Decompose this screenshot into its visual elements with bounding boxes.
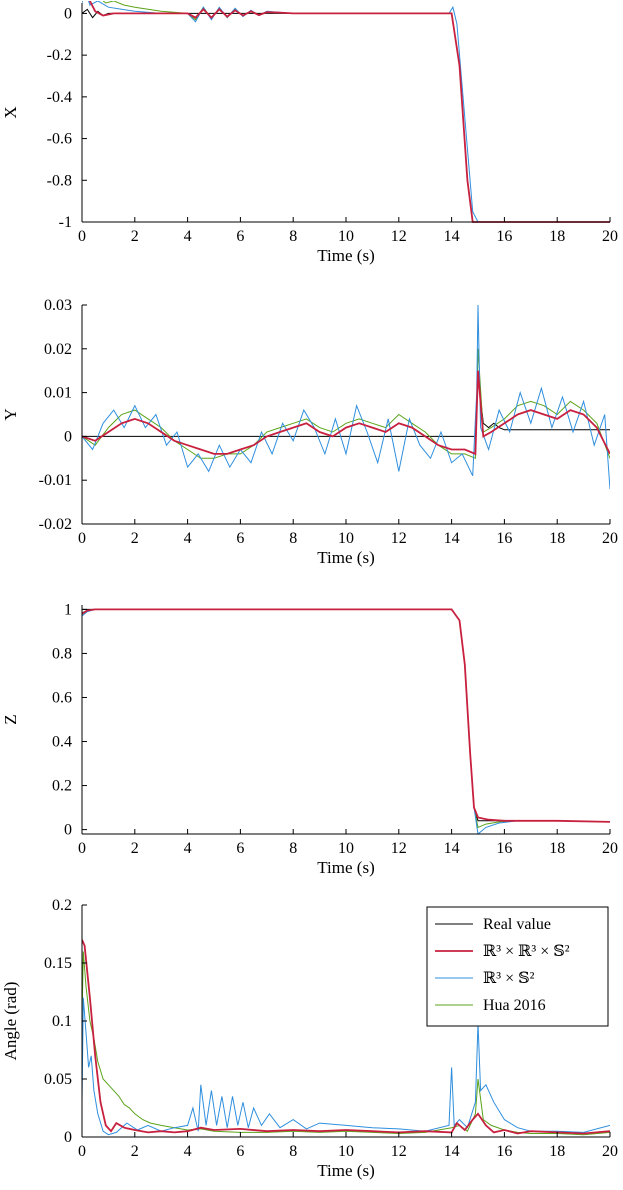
- x-tick-label: 8: [289, 228, 297, 245]
- x-tick-label: 16: [496, 530, 512, 547]
- x-tick-label: 20: [602, 228, 618, 245]
- y-tick-label: -0.01: [39, 472, 72, 489]
- legend-box: [426, 906, 609, 1027]
- x-tick-label: 18: [549, 1143, 565, 1160]
- x-tick-label: 16: [496, 228, 512, 245]
- x-tick-label: 0: [78, 1143, 86, 1160]
- series-line-4: [102, 1, 610, 223]
- x-tick-label: 14: [444, 530, 460, 547]
- x-axis-label: Time (s): [317, 1161, 374, 1180]
- y-tick-label: 0: [64, 5, 72, 22]
- x-tick-label: 16: [496, 1143, 512, 1160]
- y-tick-label: -0.4: [47, 89, 72, 106]
- y-tick-label: 0: [64, 428, 72, 445]
- x-tick-label: 18: [549, 530, 565, 547]
- x-tick-label: 10: [338, 840, 354, 857]
- x-tick-label: 2: [131, 840, 139, 857]
- chart-panel-4: 0 2 4 6 8 10 12 14 16 18 20 0.2 0.15 0.1 0.05 0 Time (s)…: [1, 897, 618, 1180]
- x-tick-label: 10: [338, 1143, 354, 1160]
- x-axis-label: Time (s): [317, 548, 374, 567]
- x-tick-label: 4: [184, 530, 192, 547]
- y-tick-label: -0.8: [47, 172, 72, 189]
- x-tick-label: 0: [78, 840, 86, 857]
- x-tick-label: 8: [289, 530, 297, 547]
- x-tick-label: 6: [236, 228, 244, 245]
- y-tick-label: 0: [64, 1129, 72, 1146]
- series-line-2: [82, 370, 610, 456]
- y-tick-label: -0.6: [47, 131, 72, 148]
- series-line-4: [82, 608, 610, 829]
- y-tick-label: 0.6: [52, 689, 72, 706]
- y-tick-label: -0.2: [47, 47, 72, 64]
- y-tick-label: 0.1: [52, 1013, 72, 1030]
- chart-panel-2: 0 2 4 6 8 10 12 14 16 18 20 0.03 0.02 0.01 0 -0.01 -0.02…: [1, 297, 618, 567]
- legend: Real value ℝ³ × ℝ³ × 𝕊² ℝ³ × 𝕊² Hua 2016: [426, 906, 609, 1027]
- series-line-4: [82, 348, 610, 460]
- x-tick-label: 12: [391, 840, 407, 857]
- legend-label-r3s2: ℝ³ × 𝕊²: [483, 970, 535, 987]
- x-tick-label: 12: [391, 1143, 407, 1160]
- series-line-2: [82, 608, 610, 823]
- x-tick-label: 12: [391, 530, 407, 547]
- chart-panel-3: 0 2 4 6 8 10 12 14 16 18 20 1 0.8 0.6 0.4 0.2 0 Time (s) Z: [1, 601, 618, 877]
- series-line-1: [82, 608, 610, 823]
- y-axis-label: Y: [1, 408, 20, 420]
- x-tick-label: 2: [131, 530, 139, 547]
- x-tick-label: 8: [289, 840, 297, 857]
- x-tick-label: 6: [236, 1143, 244, 1160]
- legend-label-hua: Hua 2016: [483, 997, 546, 1014]
- series-line-1: [82, 939, 610, 1135]
- series-line-2: [89, 1, 610, 223]
- y-tick-label: 0: [64, 822, 72, 839]
- y-tick-label: -1: [59, 214, 72, 231]
- y-tick-label: 0.4: [52, 734, 72, 751]
- y-tick-label: 0.02: [44, 341, 72, 358]
- y-tick-label: 1: [64, 601, 72, 618]
- chart-panel-1: 0 2 4 6 8 10 12 14 16 18 20 0 -0.2 -0.4 -0.6 -0.8 -1 Time…: [1, 1, 618, 265]
- x-tick-label: 18: [549, 840, 565, 857]
- x-tick-label: 4: [184, 1143, 192, 1160]
- x-tick-label: 4: [184, 228, 192, 245]
- y-tick-label: 0.2: [52, 897, 72, 914]
- x-tick-label: 14: [444, 228, 460, 245]
- legend-label-r3r3s2: ℝ³ × ℝ³ × 𝕊²: [483, 943, 570, 960]
- y-axis-label: Angle (rad): [1, 982, 20, 1061]
- y-tick-label: 0.15: [44, 955, 72, 972]
- x-tick-label: 20: [602, 840, 618, 857]
- series-line-3: [82, 304, 610, 490]
- x-tick-label: 14: [444, 1143, 460, 1160]
- x-tick-label: 6: [236, 840, 244, 857]
- y-tick-label: -0.02: [39, 516, 72, 533]
- series-line-1: [82, 8, 610, 223]
- x-tick-label: 20: [602, 530, 618, 547]
- x-tick-label: 0: [78, 228, 86, 245]
- y-tick-label: 0.01: [44, 385, 72, 402]
- series-line-3: [82, 1, 610, 223]
- x-tick-label: 4: [184, 840, 192, 857]
- x-tick-label: 6: [236, 530, 244, 547]
- x-axis-label: Time (s): [317, 246, 374, 265]
- x-tick-label: 10: [338, 228, 354, 245]
- y-tick-label: 0.2: [52, 778, 72, 795]
- x-tick-label: 2: [131, 228, 139, 245]
- x-tick-label: 0: [78, 530, 86, 547]
- y-tick-label: 0.05: [44, 1071, 72, 1088]
- x-tick-label: 2: [131, 1143, 139, 1160]
- x-tick-label: 16: [496, 840, 512, 857]
- x-tick-label: 18: [549, 228, 565, 245]
- y-axis-label: X: [1, 106, 20, 118]
- series-line-3: [82, 608, 610, 835]
- x-tick-label: 10: [338, 530, 354, 547]
- x-tick-label: 14: [444, 840, 460, 857]
- x-axis-label: Time (s): [317, 858, 374, 877]
- y-tick-label: 0.03: [44, 297, 72, 314]
- legend-label-real: Real value: [483, 916, 551, 933]
- x-tick-label: 12: [391, 228, 407, 245]
- x-tick-label: 8: [289, 1143, 297, 1160]
- x-tick-label: 20: [602, 1143, 618, 1160]
- y-tick-label: 0.8: [52, 645, 72, 662]
- y-axis-label: Z: [1, 714, 20, 724]
